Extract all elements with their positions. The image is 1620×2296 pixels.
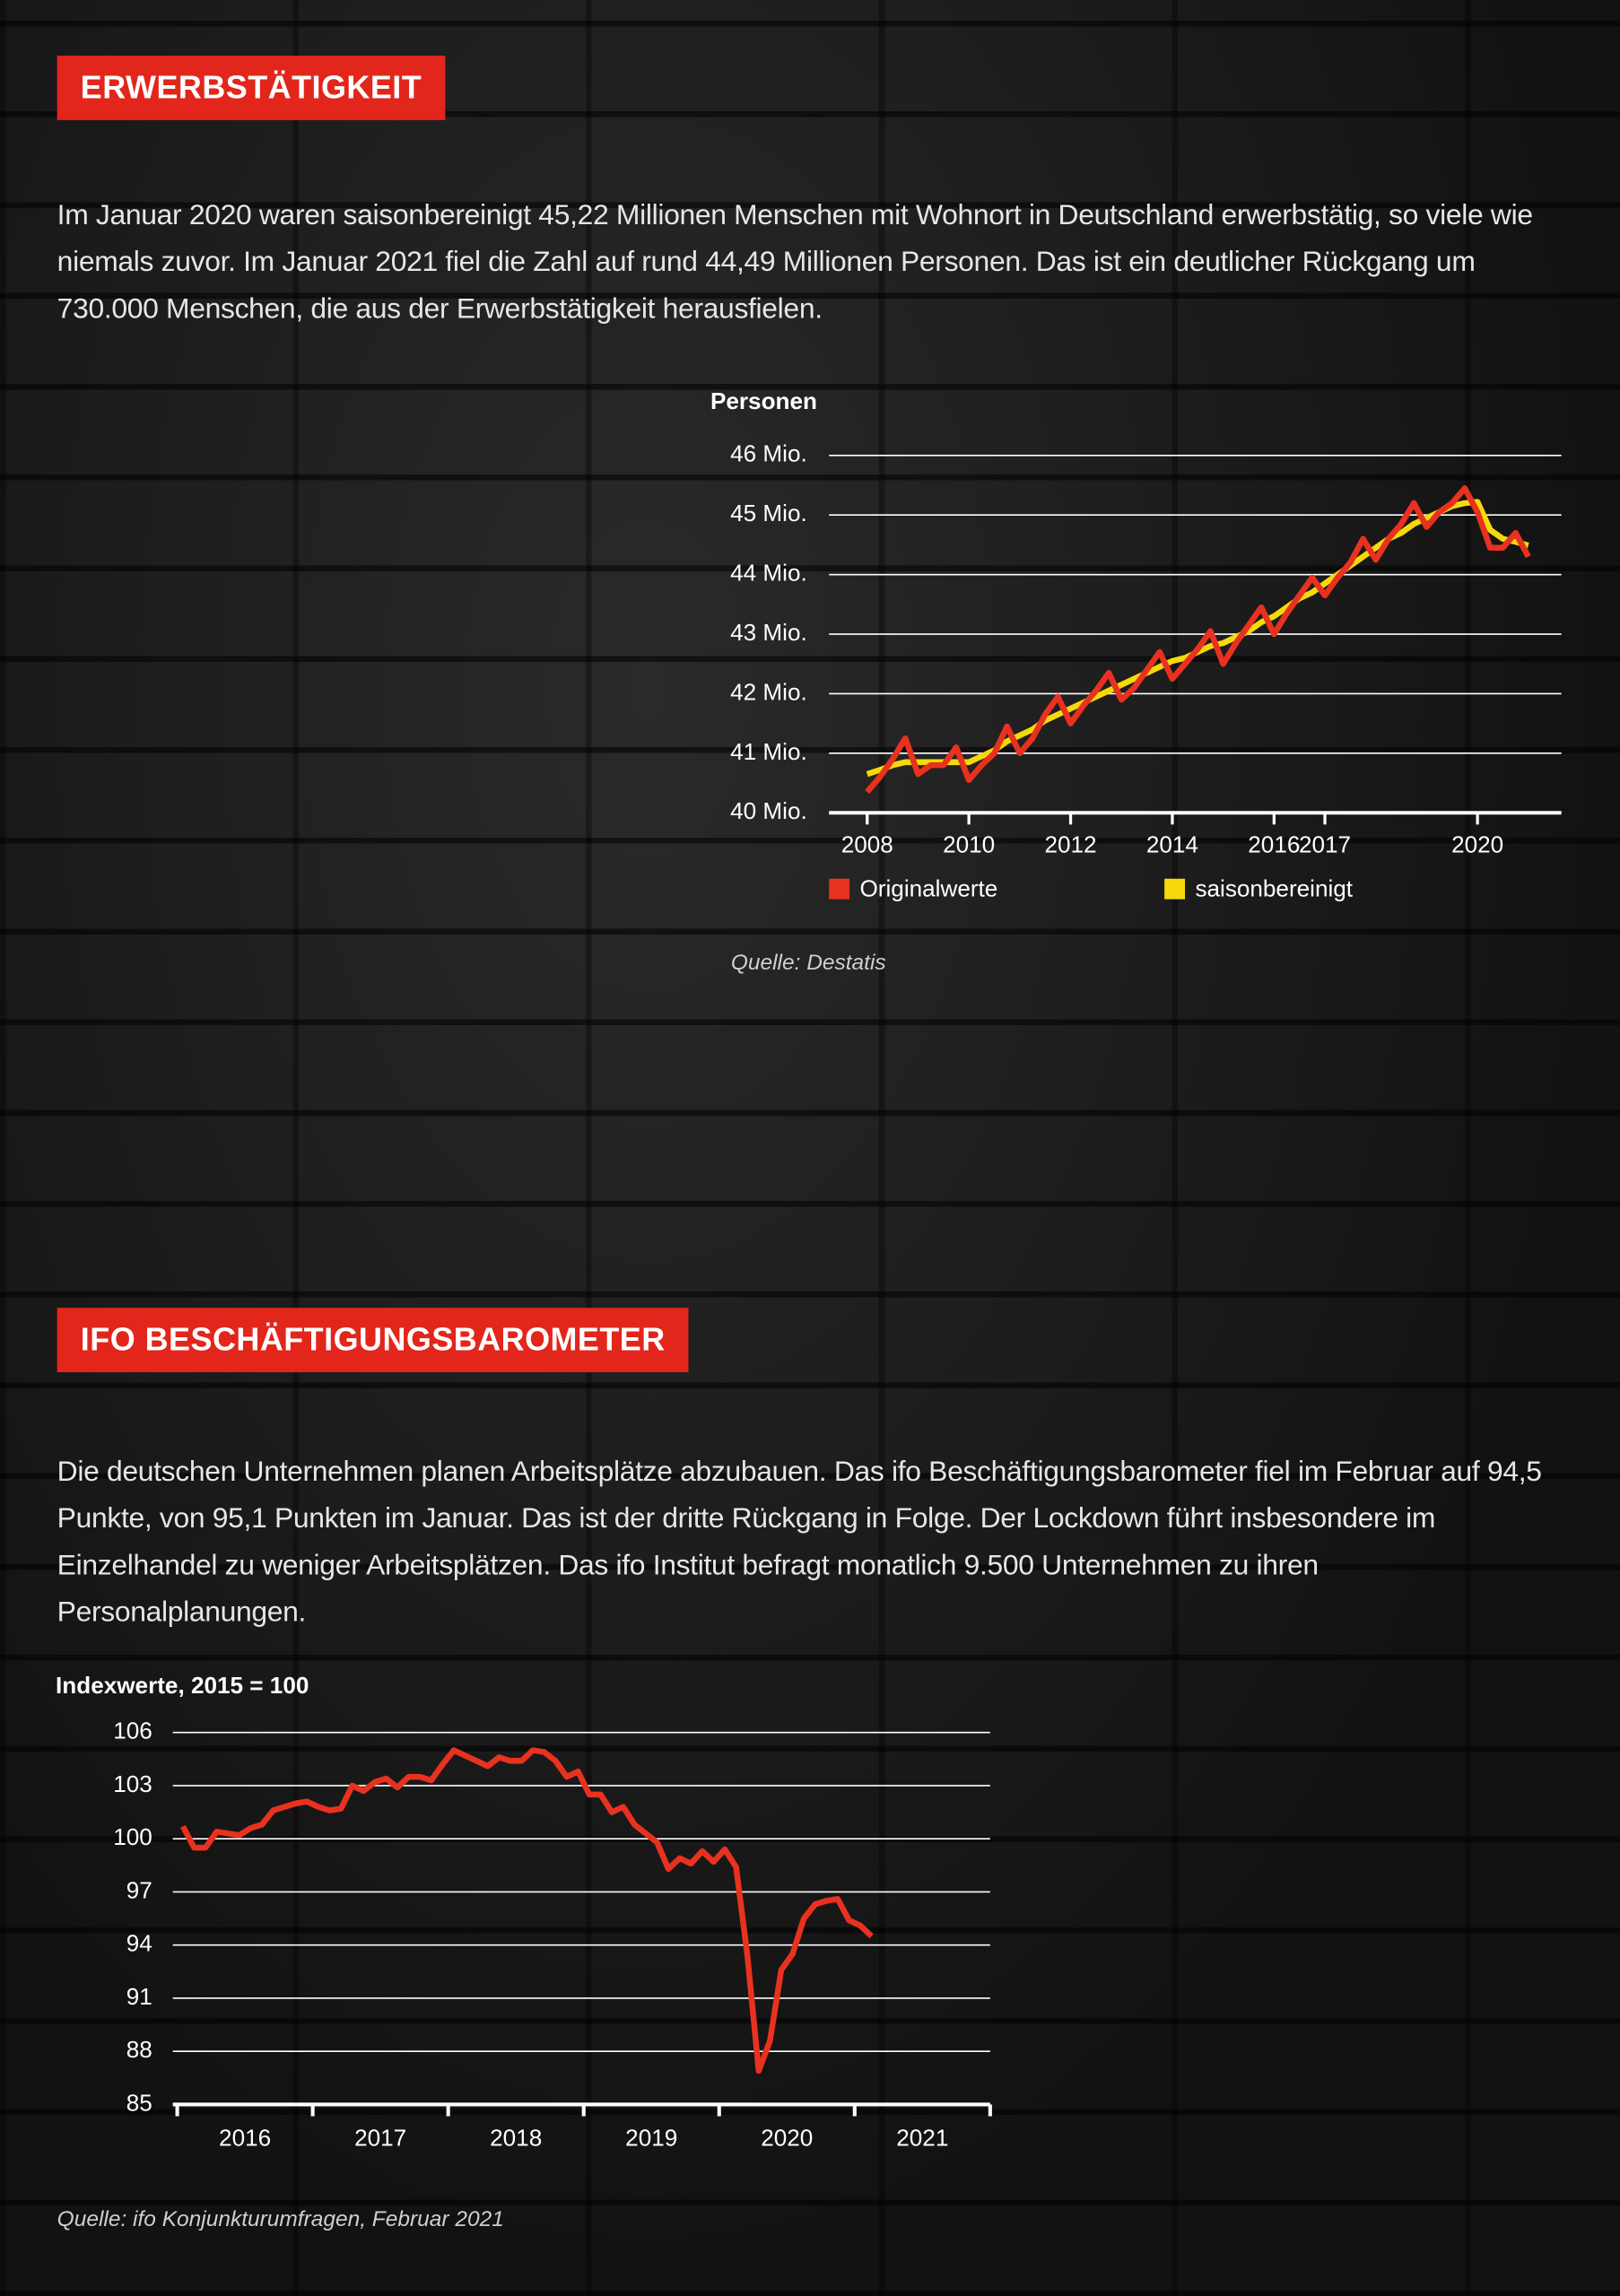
legend-label: saisonbereinigt — [1195, 875, 1353, 902]
x-tick-label: 2016 — [219, 2125, 271, 2152]
series-line — [865, 485, 1531, 795]
y-axis-label: Indexwerte, 2015 = 100 — [56, 1672, 309, 1699]
y-tick-label: 42 Mio. — [730, 678, 807, 705]
x-tick-label: 2016 — [1248, 831, 1300, 858]
series-line — [866, 499, 1529, 778]
x-tick-label: 2021 — [896, 2125, 948, 2152]
y-tick-label: 43 Mio. — [730, 619, 807, 646]
x-tick-label: 2018 — [490, 2125, 542, 2152]
section-title: ERWERBSTÄTIGKEIT — [57, 56, 446, 120]
section-title: IFO BESCHÄFTIGUNGSBAROMETER — [57, 1308, 689, 1373]
y-axis-label: Personen — [710, 387, 817, 414]
y-tick-label: 106 — [113, 1718, 152, 1744]
x-tick-label: 2010 — [943, 831, 995, 858]
y-tick-label: 46 Mio. — [730, 440, 807, 467]
series-line — [179, 1747, 874, 2074]
source: Quelle: Destatis — [731, 951, 886, 975]
y-tick-label: 88 — [126, 2036, 152, 2063]
x-tick-label: 2017 — [354, 2125, 406, 2152]
y-tick-label: 44 Mio. — [730, 560, 807, 587]
y-tick-label: 97 — [126, 1876, 152, 1903]
legend-swatch — [829, 878, 850, 900]
x-tick-label: 2020 — [1451, 831, 1503, 858]
x-tick-label: 2008 — [841, 831, 893, 858]
y-tick-label: 91 — [126, 1983, 152, 2010]
y-tick-label: 40 Mio. — [730, 797, 807, 824]
y-tick-label: 41 Mio. — [730, 738, 807, 765]
y-tick-label: 103 — [113, 1770, 152, 1797]
y-tick-label: 45 Mio. — [730, 500, 807, 526]
x-tick-label: 2017 — [1299, 831, 1351, 858]
legend-swatch — [1164, 878, 1186, 900]
x-tick-label: 2012 — [1044, 831, 1096, 858]
paragraph: Die deutschen Unternehmen planen Arbeits… — [57, 1456, 1542, 1629]
source: Quelle: ifo Konjunkturumfragen, Februar … — [57, 2207, 504, 2231]
x-tick-label: 2020 — [761, 2125, 813, 2152]
legend-label: Originalwerte — [860, 875, 998, 902]
y-tick-label: 100 — [113, 1823, 152, 1850]
y-tick-label: 85 — [126, 2089, 152, 2116]
paragraph: Im Januar 2020 waren saisonbereinigt 45,… — [57, 199, 1533, 326]
y-tick-label: 94 — [126, 1930, 152, 1957]
x-tick-label: 2019 — [625, 2125, 677, 2152]
x-tick-label: 2014 — [1146, 831, 1198, 858]
